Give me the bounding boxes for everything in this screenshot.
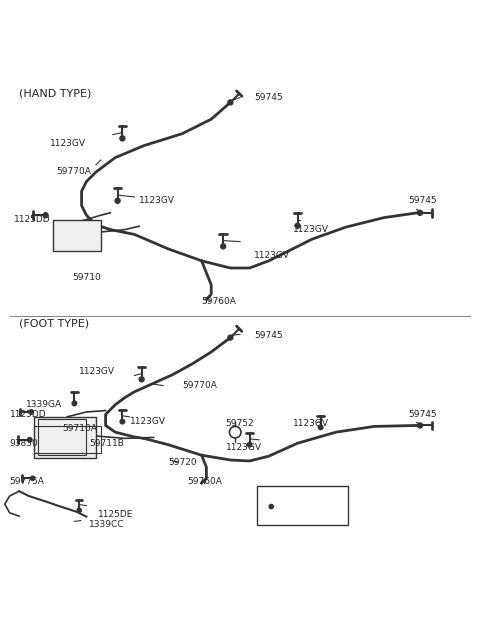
Circle shape bbox=[295, 223, 300, 228]
Circle shape bbox=[418, 210, 422, 216]
Text: 1339GA: 1339GA bbox=[26, 400, 62, 410]
Circle shape bbox=[269, 504, 273, 509]
Circle shape bbox=[43, 213, 48, 217]
Text: 1123GV: 1123GV bbox=[79, 367, 115, 375]
Text: 59752: 59752 bbox=[226, 420, 254, 428]
Circle shape bbox=[318, 425, 323, 430]
Text: 1123GV: 1123GV bbox=[254, 252, 290, 260]
Circle shape bbox=[72, 401, 77, 406]
Text: 93830: 93830 bbox=[10, 439, 38, 447]
Circle shape bbox=[120, 136, 125, 141]
Circle shape bbox=[247, 442, 252, 447]
Text: 59760A: 59760A bbox=[202, 297, 237, 306]
Circle shape bbox=[228, 335, 233, 340]
Text: 1123GV: 1123GV bbox=[130, 417, 166, 426]
Circle shape bbox=[139, 377, 144, 382]
Text: 59770A: 59770A bbox=[182, 381, 217, 390]
Text: 1123GV: 1123GV bbox=[226, 444, 262, 453]
Text: 1123GV: 1123GV bbox=[293, 420, 329, 428]
Circle shape bbox=[228, 100, 233, 105]
Circle shape bbox=[221, 244, 226, 249]
Text: 59711B: 59711B bbox=[89, 439, 124, 447]
Text: 1123GV: 1123GV bbox=[293, 225, 329, 234]
Text: 1125DE: 1125DE bbox=[98, 510, 134, 519]
Text: 1125DD: 1125DD bbox=[14, 216, 51, 224]
Bar bbox=[34, 416, 96, 458]
Text: 59745: 59745 bbox=[254, 93, 283, 102]
Text: 59745: 59745 bbox=[408, 410, 437, 419]
Bar bbox=[38, 419, 86, 455]
Text: 59745: 59745 bbox=[254, 331, 283, 340]
Text: 59775A: 59775A bbox=[10, 477, 45, 486]
Text: (FOOT TYPE): (FOOT TYPE) bbox=[19, 319, 89, 329]
Circle shape bbox=[77, 508, 81, 513]
Text: 59770A: 59770A bbox=[56, 167, 91, 176]
Circle shape bbox=[27, 437, 32, 442]
Circle shape bbox=[29, 410, 34, 415]
Circle shape bbox=[31, 476, 35, 480]
Text: 59760A: 59760A bbox=[187, 477, 222, 486]
Text: (RHD): (RHD) bbox=[276, 495, 311, 504]
Bar bbox=[34, 427, 101, 453]
Circle shape bbox=[115, 198, 120, 204]
Text: (HAND TYPE): (HAND TYPE) bbox=[19, 88, 92, 98]
Circle shape bbox=[418, 423, 422, 428]
Text: 1125DD: 1125DD bbox=[10, 410, 46, 419]
Text: 59720: 59720 bbox=[168, 458, 197, 467]
Text: 1123GV: 1123GV bbox=[139, 197, 175, 205]
Text: 59710: 59710 bbox=[72, 273, 101, 282]
FancyBboxPatch shape bbox=[257, 487, 348, 525]
Text: 1339CC: 1339CC bbox=[89, 520, 124, 530]
Text: 1123GV: 1123GV bbox=[50, 138, 86, 148]
Text: 1125DB: 1125DB bbox=[282, 501, 318, 509]
Text: 59710A: 59710A bbox=[62, 424, 97, 434]
Bar bbox=[53, 220, 101, 251]
Circle shape bbox=[120, 419, 125, 424]
Text: 59745: 59745 bbox=[408, 197, 437, 205]
